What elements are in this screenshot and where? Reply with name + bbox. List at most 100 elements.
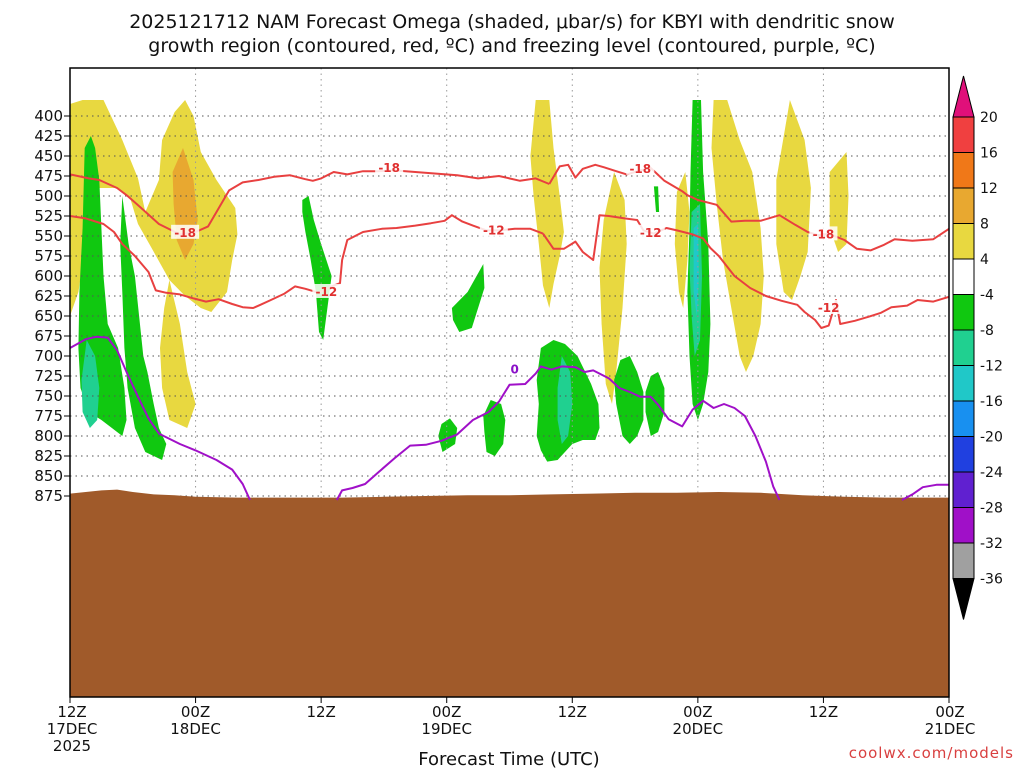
credit-text: coolwx.com/models (849, 744, 1014, 762)
y-tick-label-11: 675 (34, 327, 63, 345)
contour-label-8: 0 (511, 363, 519, 377)
y-tick-label-3: 475 (34, 167, 63, 185)
omega-region-11 (302, 196, 332, 340)
colorbar-band-3 (952, 223, 975, 260)
colorbar-label-10: -24 (980, 465, 1003, 481)
omega-region-23 (693, 224, 699, 316)
colorbar-label-12: -32 (980, 536, 1003, 552)
terrain-fill (70, 489, 949, 697)
y-tick-label-17: 825 (34, 447, 63, 465)
colorbar-band-7 (952, 365, 975, 402)
omega-region-17 (645, 372, 665, 436)
y-tick-label-9: 625 (34, 287, 63, 305)
contour-label-bg-2 (171, 224, 200, 239)
colorbar-label-13: -36 (980, 572, 1003, 588)
omega-region-13 (438, 418, 458, 452)
omega-region-2 (530, 100, 564, 308)
colorbar-band-6 (952, 329, 975, 366)
y-tick-label-12: 700 (34, 347, 63, 365)
omega-region-20 (81, 340, 100, 428)
colorbar-label-7: -12 (980, 359, 1003, 375)
y-tick-label-7: 575 (34, 247, 63, 265)
y-tick-label-6: 550 (34, 227, 63, 245)
contour-label-4: -12 (483, 223, 505, 237)
plot-frame (69, 67, 950, 698)
contour-line-0 (70, 169, 550, 236)
contour-line-4 (70, 335, 251, 501)
x-tick-label-0-2: 2025 (53, 737, 91, 755)
colorbar-label-2: 12 (980, 181, 998, 197)
omega-region-12 (451, 264, 485, 332)
contour-label-2: -18 (174, 226, 196, 240)
colorbar-label-3: 8 (980, 217, 989, 233)
x-tick-label-3-1: 19DEC (421, 720, 472, 738)
y-tick-label-0: 400 (34, 107, 63, 125)
x-tick-label-1-0: 00Z (181, 703, 210, 721)
colorbar-band-9 (952, 436, 975, 473)
y-tick-label-2: 450 (34, 147, 63, 165)
colorbar-label-4: 4 (980, 252, 989, 268)
contour-labels: -18 -18 -18 -18 -12 -12 -12 -12 0 (171, 160, 843, 377)
omega-shading (70, 100, 849, 462)
gridlines (70, 68, 949, 697)
colorbar-label-5: -4 (980, 288, 994, 304)
colorbar-label-0: 20 (980, 110, 998, 126)
chart-title-line1: 2025121712 NAM Forecast Omega (shaded, μ… (129, 11, 895, 33)
omega-region-19 (653, 186, 660, 212)
colorbar-band-11 (952, 507, 975, 544)
x-tick-label-5-0: 00Z (683, 703, 712, 721)
contour-line-1 (548, 163, 949, 252)
contour-label-bg-1 (626, 160, 655, 175)
omega-region-6 (776, 100, 811, 300)
terrain (70, 489, 949, 697)
y-tick-label-14: 750 (34, 387, 63, 405)
omega-region-16 (614, 356, 644, 444)
contour-label-bg-3 (809, 226, 838, 241)
colorbar-band-8 (952, 400, 975, 437)
y-tick-label-16: 800 (34, 427, 63, 445)
contour-label-6: -12 (316, 285, 338, 299)
contour-line-2 (70, 214, 544, 309)
colorbar-band-4 (952, 258, 975, 295)
x-tick-label-0-1: 17DEC (47, 720, 98, 738)
x-tick-label-3-0: 00Z (432, 703, 461, 721)
y-tick-label-19: 875 (34, 487, 63, 505)
y-tick-label-10: 650 (34, 307, 63, 325)
colorbar-label-11: -28 (980, 501, 1003, 517)
colorbar: 20 16 12 8 4 -4 -8 -12 -16 -20 -24 -28 -32 -36 (952, 75, 1003, 620)
colorbar-label-8: -16 (980, 394, 1003, 410)
omega-region-14 (483, 400, 506, 456)
x-tick-label-4-0: 12Z (558, 703, 587, 721)
y-tick-label-4: 500 (34, 187, 63, 205)
omega-region-3 (599, 172, 627, 404)
x-tick-label-5-1: 20DEC (673, 720, 724, 738)
omega-region-5 (711, 100, 764, 372)
contour-label-3: -18 (813, 227, 835, 241)
y-tick-label-8: 600 (34, 267, 63, 285)
omega-region-4 (674, 172, 690, 308)
omega-region-21 (557, 356, 573, 444)
colorbar-bottom-arrow (952, 578, 975, 620)
y-tick-label-1: 425 (34, 127, 63, 145)
x-axis-label: Forecast Time (UTC) (418, 749, 599, 768)
colorbar-band-5 (952, 294, 975, 331)
y-axis: 400 425 450 475 500 525 550 575 600 625 650 675 700 7… (34, 107, 70, 505)
x-tick-label-0-0: 12Z (57, 703, 86, 721)
x-tick-label-7-1: 21DEC (925, 720, 976, 738)
contour-label-bg-5 (636, 224, 665, 239)
x-tick-label-7-0: 00Z (935, 703, 964, 721)
chart-title-line2: growth region (contoured, red, ºC) and f… (148, 35, 875, 57)
colorbar-top-arrow (952, 75, 975, 118)
contour-label-1: -18 (629, 162, 651, 176)
colorbar-label-9: -20 (980, 430, 1003, 446)
x-tick-label-6-0: 12Z (809, 703, 838, 721)
contour-label-7: -12 (818, 301, 840, 315)
contour-label-bg-6 (312, 284, 341, 298)
omega-region-1 (160, 280, 196, 428)
contour-line-5 (335, 365, 781, 501)
omega-region-10 (120, 196, 167, 460)
colorbar-band-2 (952, 187, 975, 224)
contour-label-bg-0 (375, 160, 404, 174)
